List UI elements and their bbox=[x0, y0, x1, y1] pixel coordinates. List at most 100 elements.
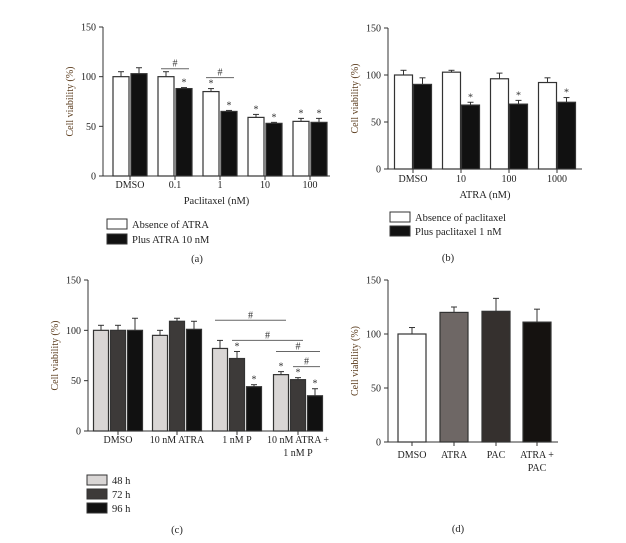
legend-label: Absence of ATRA bbox=[132, 220, 209, 231]
x-tick-label: DMSO bbox=[398, 450, 427, 461]
bar bbox=[441, 71, 462, 170]
bar bbox=[109, 329, 127, 432]
x-tick-label: 100 bbox=[502, 174, 517, 185]
bar bbox=[247, 116, 265, 177]
bar bbox=[508, 103, 529, 170]
legend-label: 72 h bbox=[112, 490, 131, 501]
bracket-label: # bbox=[173, 59, 178, 70]
bar bbox=[460, 104, 481, 170]
y-tick-label: 50 bbox=[371, 384, 381, 395]
y-axis-label: Cell viability (%) bbox=[350, 326, 361, 396]
significance-star: * bbox=[468, 92, 473, 103]
x-tick-label: DMSO bbox=[399, 174, 428, 185]
x-tick-label: 10 bbox=[260, 180, 270, 191]
legend-label: 48 h bbox=[112, 476, 131, 487]
bar bbox=[157, 76, 175, 177]
panel-1: 0 50 100 150 Cell viability (%) DMSO 10 100 1000… bbox=[350, 24, 582, 264]
significance-star: * bbox=[254, 104, 259, 115]
bracket-label: # bbox=[218, 68, 223, 79]
significance-star: * bbox=[235, 341, 240, 352]
panel-label: (c) bbox=[171, 525, 183, 536]
y-tick-label: 0 bbox=[76, 427, 81, 438]
bar bbox=[265, 122, 283, 177]
y-axis-label: Cell viability (%) bbox=[350, 64, 361, 134]
y-tick-label: 100 bbox=[366, 71, 381, 82]
significance-star: * bbox=[317, 108, 322, 119]
y-tick-label: 50 bbox=[71, 376, 81, 387]
bar bbox=[175, 87, 193, 177]
bar bbox=[556, 101, 577, 170]
bar bbox=[310, 121, 328, 177]
significance-star: * bbox=[272, 112, 277, 123]
significance-star: * bbox=[313, 379, 318, 390]
legend-swatch bbox=[389, 211, 411, 223]
bar bbox=[412, 83, 433, 170]
y-tick-label: 0 bbox=[376, 438, 381, 449]
y-tick-label: 50 bbox=[86, 122, 96, 133]
y-axis-label: Cell viability (%) bbox=[50, 321, 61, 391]
y-tick-label: 100 bbox=[66, 326, 81, 337]
significance-star: * bbox=[182, 78, 187, 89]
y-tick-label: 150 bbox=[366, 24, 381, 35]
significance-star: * bbox=[252, 375, 257, 386]
bar bbox=[397, 333, 427, 443]
legend-swatch bbox=[86, 488, 108, 500]
bar bbox=[292, 120, 310, 177]
bar bbox=[112, 76, 130, 177]
significance-star: * bbox=[279, 362, 284, 373]
y-tick-label: 150 bbox=[66, 276, 81, 287]
legend-swatch bbox=[389, 225, 411, 237]
bar bbox=[211, 347, 229, 432]
x-tick-label: ATRA bbox=[441, 450, 468, 461]
legend-swatch bbox=[86, 502, 108, 514]
y-tick-label: 150 bbox=[81, 23, 96, 34]
bar bbox=[522, 321, 552, 443]
legend-label: Plus paclitaxel 1 nM bbox=[415, 227, 502, 238]
x-axis-label: ATRA (nM) bbox=[459, 190, 511, 201]
significance-star: * bbox=[516, 90, 521, 101]
y-tick-label: 150 bbox=[366, 276, 381, 287]
bar bbox=[185, 328, 203, 432]
significance-star: * bbox=[227, 100, 232, 111]
panel-label: (a) bbox=[191, 254, 203, 265]
y-tick-label: 100 bbox=[366, 330, 381, 341]
x-tick-label: 100 bbox=[303, 180, 318, 191]
bar bbox=[130, 73, 148, 177]
bracket-label: # bbox=[304, 357, 309, 368]
bar bbox=[151, 334, 169, 432]
bar bbox=[245, 386, 263, 432]
panel-label: (b) bbox=[442, 253, 455, 264]
panel-label: (d) bbox=[452, 524, 465, 535]
x-tick-label: 10 nM ATRA + bbox=[267, 435, 329, 446]
y-tick-label: 50 bbox=[371, 118, 381, 129]
x-tick-label: PAC bbox=[528, 463, 547, 474]
legend-swatch bbox=[106, 218, 128, 230]
y-axis-label: Cell viability (%) bbox=[65, 67, 76, 137]
bar bbox=[272, 374, 290, 432]
bar bbox=[393, 74, 414, 170]
bar bbox=[289, 379, 307, 432]
bracket-label: # bbox=[248, 310, 253, 321]
y-tick-label: 100 bbox=[81, 72, 96, 83]
significance-star: * bbox=[296, 368, 301, 379]
bar bbox=[537, 81, 558, 170]
x-tick-label: 1 nM P bbox=[283, 448, 313, 459]
bar bbox=[439, 311, 469, 443]
significance-star: * bbox=[209, 79, 214, 90]
x-tick-label: 10 nM ATRA bbox=[150, 435, 205, 446]
x-tick-label: DMSO bbox=[116, 180, 145, 191]
legend-label: Absence of paclitaxel bbox=[415, 213, 506, 224]
legend-label: 96 h bbox=[112, 504, 131, 515]
y-tick-label: 0 bbox=[91, 172, 96, 183]
significance-star: * bbox=[564, 88, 569, 99]
panel-3: 0 50 100 150 Cell viability (%) DMSO ATRA PAC AT… bbox=[350, 276, 558, 535]
x-tick-label: DMSO bbox=[104, 435, 133, 446]
bar bbox=[481, 310, 511, 443]
x-tick-label: ATRA + bbox=[520, 450, 554, 461]
x-tick-label: 1000 bbox=[547, 174, 567, 185]
bar bbox=[168, 320, 186, 432]
bar bbox=[202, 90, 220, 177]
x-tick-label: 1 nM P bbox=[222, 435, 252, 446]
y-tick-label: 0 bbox=[376, 165, 381, 176]
